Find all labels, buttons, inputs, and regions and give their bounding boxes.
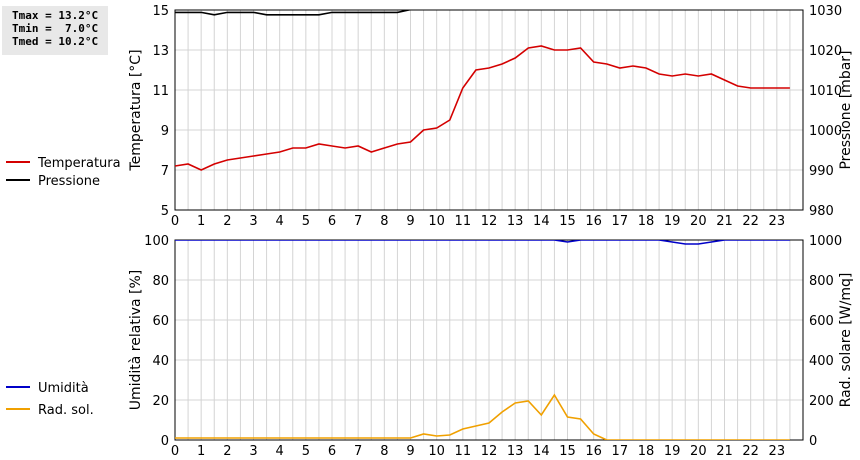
y-right-tick-label: 1030 — [809, 4, 842, 19]
x-tick-label: 4 — [276, 444, 284, 459]
tmed-label: Tmed = 10.2°C — [12, 35, 99, 48]
x-tick-label: 14 — [533, 444, 550, 459]
x-tick-label: 21 — [716, 444, 733, 459]
y-right-tick-label: 1010 — [809, 84, 842, 99]
stats-box: Tmax = 13.2°C Tmin = 7.0°C Tmed = 10.2°C — [2, 6, 108, 55]
y-right-tick-label: 600 — [809, 314, 834, 329]
legend-label: Pressione — [38, 174, 100, 189]
x-tick-label: 15 — [559, 444, 576, 459]
x-tick-label: 15 — [559, 214, 576, 229]
x-tick-label: 2 — [223, 214, 231, 229]
x-tick-label: 12 — [481, 214, 498, 229]
y-right-tick-label: 0 — [809, 434, 817, 449]
x-tick-label: 21 — [716, 214, 733, 229]
chart-panel-1: 0 1 2 3 4 5 6 7 8 9 10 11 12 13 14 15 16 17 18 19 20 21 22 2357… — [6, 4, 854, 229]
legend-label: Umidità — [38, 381, 89, 396]
x-tick-label: 16 — [585, 214, 602, 229]
x-tick-label: 14 — [533, 214, 550, 229]
x-tick-label: 1 — [197, 444, 205, 459]
y-right-tick-label: 1000 — [809, 234, 842, 249]
x-tick-label: 1 — [197, 214, 205, 229]
x-tick-label: 5 — [302, 444, 310, 459]
x-tick-label: 20 — [690, 444, 707, 459]
x-tick-label: 11 — [455, 214, 472, 229]
x-tick-label: 3 — [249, 444, 257, 459]
y-left-axis-title: Umidità relativa [%] — [128, 270, 144, 411]
tmin-label: Tmin = 7.0°C — [12, 22, 99, 35]
x-tick-label: 13 — [507, 214, 524, 229]
y-left-tick-label: 40 — [152, 354, 169, 369]
x-tick-label: 18 — [638, 444, 655, 459]
y-right-tick-label: 980 — [809, 204, 834, 219]
y-right-tick-label: 800 — [809, 274, 834, 289]
x-tick-label: 4 — [276, 214, 284, 229]
x-tick-label: 16 — [585, 444, 602, 459]
x-tick-label: 22 — [742, 444, 759, 459]
y-left-axis-title: Temperatura [°C] — [128, 49, 144, 171]
y-left-tick-label: 9 — [161, 124, 169, 139]
y-right-tick-label: 990 — [809, 164, 834, 179]
series-line-temperatura — [175, 45, 790, 171]
x-tick-label: 0 — [171, 444, 179, 459]
x-tick-label: 13 — [507, 444, 524, 459]
x-tick-label: 19 — [664, 444, 681, 459]
x-tick-label: 19 — [664, 214, 681, 229]
x-tick-label: 8 — [380, 214, 388, 229]
x-tick-label: 17 — [612, 214, 629, 229]
plot-frame — [174, 9, 804, 211]
x-tick-label: 6 — [328, 444, 336, 459]
y-left-tick-label: 5 — [161, 204, 169, 219]
y-right-axis-title: Pressione [mbar] — [838, 50, 854, 169]
x-tick-label: 20 — [690, 214, 707, 229]
y-left-tick-label: 15 — [152, 4, 169, 19]
x-tick-label: 7 — [354, 444, 362, 459]
x-tick-label: 18 — [638, 214, 655, 229]
x-tick-label: 8 — [380, 444, 388, 459]
y-right-axis-title: Rad. solare [W/mq] — [838, 273, 854, 408]
y-right-tick-label: 200 — [809, 394, 834, 409]
x-tick-label: 23 — [769, 444, 786, 459]
x-tick-label: 9 — [406, 214, 414, 229]
y-left-tick-label: 7 — [161, 164, 169, 179]
y-left-tick-label: 80 — [152, 274, 169, 289]
x-tick-label: 0 — [171, 214, 179, 229]
legend-label: Rad. sol. — [38, 403, 94, 418]
series-line-pressione — [175, 10, 424, 16]
series-line-umidit- — [175, 240, 790, 245]
legend-label: Temperatura — [37, 156, 121, 171]
y-left-tick-label: 11 — [152, 84, 169, 99]
y-right-tick-label: 1000 — [809, 124, 842, 139]
x-tick-label: 2 — [223, 444, 231, 459]
x-tick-label: 5 — [302, 214, 310, 229]
x-tick-label: 12 — [481, 444, 498, 459]
y-left-tick-label: 60 — [152, 314, 169, 329]
x-tick-label: 17 — [612, 444, 629, 459]
y-left-tick-label: 0 — [161, 434, 169, 449]
x-tick-label: 3 — [249, 214, 257, 229]
series-line-rad-sol- — [175, 393, 790, 440]
y-right-tick-label: 1020 — [809, 44, 842, 59]
x-tick-label: 23 — [769, 214, 786, 229]
y-left-tick-label: 13 — [152, 44, 169, 59]
x-tick-label: 9 — [406, 444, 414, 459]
x-tick-label: 11 — [455, 444, 472, 459]
x-tick-label: 22 — [742, 214, 759, 229]
x-tick-label: 10 — [428, 444, 445, 459]
chart-panel-2: 0 1 2 3 4 5 6 7 8 9 10 11 12 13 14 15 16 17 18 19 20 21 22 2302… — [6, 234, 854, 459]
y-left-tick-label: 20 — [152, 394, 169, 409]
y-left-tick-label: 100 — [144, 234, 169, 249]
y-right-tick-label: 400 — [809, 354, 834, 369]
x-tick-label: 10 — [428, 214, 445, 229]
x-tick-label: 6 — [328, 214, 336, 229]
tmax-label: Tmax = 13.2°C — [12, 9, 99, 22]
x-tick-label: 7 — [354, 214, 362, 229]
